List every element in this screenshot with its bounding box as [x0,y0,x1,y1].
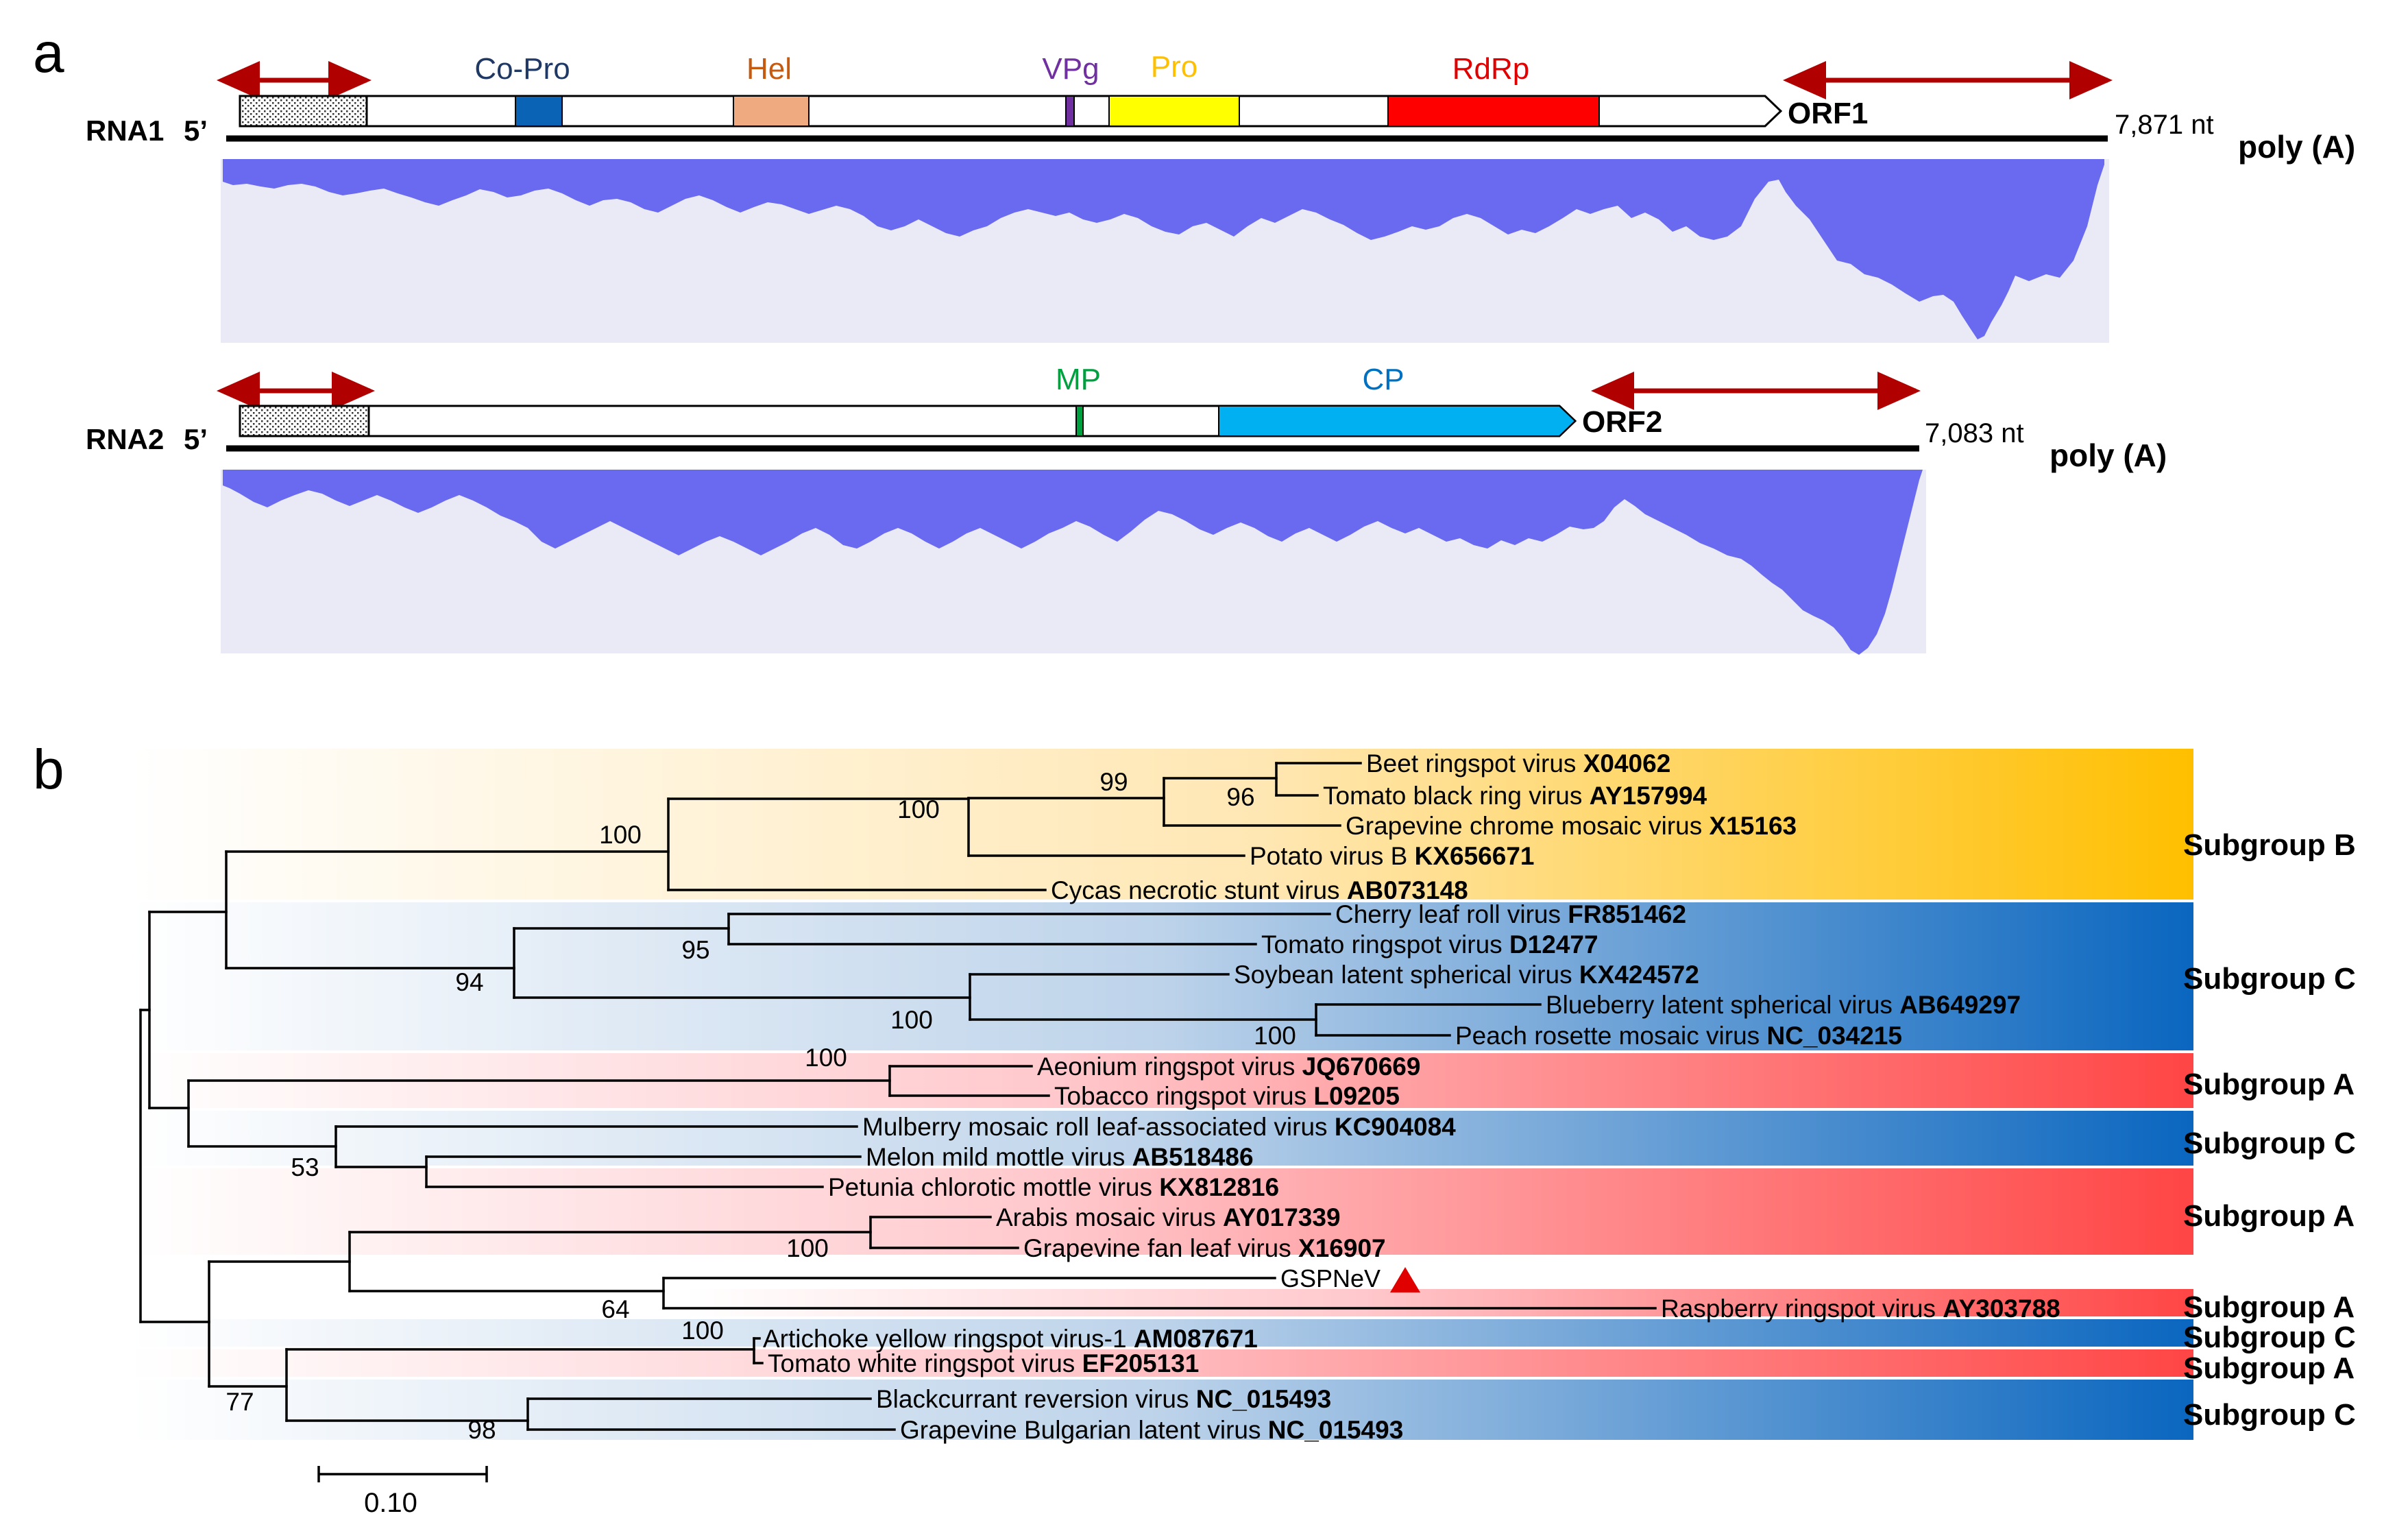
rna1-domain-vpg [1065,95,1075,127]
taxon-label: Potato virus B KX656671 [1250,842,1535,870]
subgroup-label: Subgroup C [2183,1127,2356,1160]
subgroup-label: Subgroup A [2183,1068,2355,1101]
subgroup-label: Subgroup A [2183,1290,2355,1324]
bootstrap-value: 100 [1254,1022,1296,1050]
rna2-polya: poly (A) [2050,437,2167,473]
bootstrap-value: 100 [897,795,940,823]
taxon-label: Grapevine Bulgarian latent virus NC_0154… [900,1416,1403,1444]
taxon-label: Peach rosette mosaic virus NC_034215 [1455,1022,1902,1050]
bootstrap-value: 100 [786,1234,829,1262]
band-subgroup-b [130,749,2193,900]
subgroup-label: Subgroup B [2183,828,2356,862]
taxon-label: Blackcurrant reversion virus NC_015493 [876,1385,1331,1413]
taxon-label: Soybean latent spherical virus KX424572 [1234,961,1699,989]
subgroup-label: Subgroup A [2183,1351,2355,1385]
taxa-labels: Beet ringspot virus X04062 Tomato black … [763,749,2060,1444]
rna2-domain-label-mp: MP [1056,363,1101,396]
rna1-orf-label: ORF1 [1788,97,1868,130]
taxon-label: Cycas necrotic stunt virus AB073148 [1051,876,1468,904]
subgroup-bands [130,749,2193,1440]
bootstrap-value: 100 [681,1316,724,1345]
subgroup-label: Subgroup A [2183,1199,2355,1233]
rna2-map: MP CP RNA2 5’ ORF2 7,083 nt poly (A) [86,363,2167,655]
rna1-length: 7,871 nt [2115,110,2214,140]
bootstrap-value: 100 [890,1006,933,1034]
subgroup-labels: Subgroup B Subgroup C Subgroup A Subgrou… [2183,828,2356,1432]
scale-bar: 0.10 [317,1466,488,1518]
panel-b-label: b [33,738,64,801]
rna1-domain-hel [733,95,810,127]
bootstrap-value: 98 [467,1416,496,1444]
taxon-label: Tomato black ring virus AY157994 [1323,782,1707,810]
taxon-label: Cherry leaf roll virus FR851462 [1335,900,1686,928]
scale-bar-label: 0.10 [364,1488,417,1518]
rna2-length: 7,083 nt [1925,418,2024,448]
rna2-5prime: 5’ [184,423,208,455]
taxon-label: Melon mild mottle virus AB518486 [866,1143,1254,1171]
rna2-orf-label: ORF2 [1582,405,1662,439]
bootstrap-value: 100 [805,1044,847,1072]
rna1-domain-pro [1108,95,1240,127]
subgroup-label: Subgroup C [2183,1321,2356,1354]
rna1-domain-label-pro: Pro [1151,50,1197,84]
band-subgroup-c-3 [130,1319,2193,1347]
taxon-label: Petunia chlorotic mottle virus KX812816 [828,1173,1279,1201]
bootstrap-value: 64 [601,1295,629,1323]
rna1-5utr-hatch [239,95,368,128]
rna1-domain-label-rdrp: RdRp [1452,52,1530,86]
taxon-label: GSPNeV [1280,1264,1381,1292]
rna1-coverage [223,159,2104,339]
subgroup-label: Subgroup C [2183,962,2356,996]
bootstrap-values: 99 96 100 100 95 94 100 100 100 53 100 6… [226,768,1296,1444]
band-subgroup-a-3 [685,1289,2193,1316]
taxon-label: Tobacco ringspot virus L09205 [1054,1082,1400,1110]
rna2-domain-mp [1075,405,1084,437]
subgroup-label: Subgroup C [2183,1398,2356,1432]
gspnev-marker-icon [1390,1267,1420,1292]
bootstrap-value: 99 [1099,768,1128,796]
bootstrap-value: 100 [599,821,642,849]
taxon-label: Arabis mosaic virus AY017339 [996,1203,1341,1231]
panel-a-label: a [33,22,64,84]
taxon-label: Grapevine fan leaf virus X16907 [1023,1234,1386,1262]
bootstrap-value: 53 [291,1153,319,1181]
rna1-domain-label-hel: Hel [746,52,792,86]
rna1-map: Co-Pro Hel VPg Pro RdRp RNA1 5’ ORF1 7,8… [86,50,2355,343]
rna2-domain-cp [1218,405,1577,437]
bootstrap-value: 95 [681,936,709,964]
rna1-domain-label-vpg: VPg [1042,52,1099,86]
rna1-name: RNA1 [86,115,164,147]
rna2-name: RNA2 [86,423,164,455]
bootstrap-value: 94 [455,968,483,996]
taxon-label: Beet ringspot virus X04062 [1366,749,1670,778]
rna1-domain-label-copro: Co-Pro [474,52,570,86]
rna1-domain-rdrp [1387,95,1600,127]
taxon-label: Tomato white ringspot virus EF205131 [768,1349,1199,1377]
rna1-5prime: 5’ [184,115,208,147]
band-subgroup-a-2 [130,1168,2193,1255]
rna1-polya: poly (A) [2238,129,2355,165]
rna1-domain-copro [515,95,563,127]
rna2-domain-label-cp: CP [1362,363,1404,396]
taxon-label: Raspberry ringspot virus AY303788 [1661,1295,2060,1323]
band-subgroup-a-4 [130,1349,2193,1377]
bootstrap-value: 77 [226,1388,254,1416]
rna2-coverage [223,470,1923,655]
taxon-label: Artichoke yellow ringspot virus-1 AM0876… [763,1325,1258,1353]
rna2-5utr-hatch [239,405,370,437]
taxon-label: Tomato ringspot virus D12477 [1261,930,1598,959]
band-subgroup-c-1 [130,902,2193,1050]
band-subgroup-c-4 [130,1380,2193,1440]
taxon-label: Mulberry mosaic roll leaf-associated vir… [862,1113,1456,1141]
taxon-label: Aeonium ringspot virus JQ670669 [1037,1052,1420,1081]
phylogenetic-tree [139,762,1657,1431]
bootstrap-value: 96 [1226,783,1254,811]
taxon-label: Blueberry latent spherical virus AB64929… [1546,991,2021,1019]
taxon-label: Grapevine chrome mosaic virus X15163 [1346,812,1797,840]
